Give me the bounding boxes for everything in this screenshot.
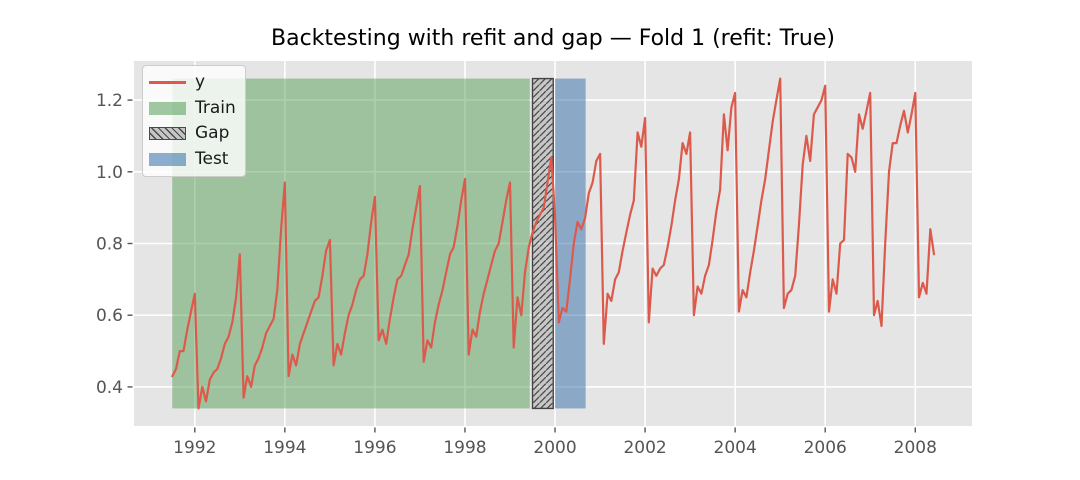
x-tick-label: 1998 xyxy=(443,438,486,458)
legend-line-swatch xyxy=(149,76,186,89)
band-test xyxy=(555,78,586,409)
x-tick-label: 1994 xyxy=(263,438,306,458)
x-tick-label: 1996 xyxy=(353,438,396,458)
series-y-line xyxy=(171,77,936,410)
legend-item-train: Train xyxy=(149,96,245,122)
y-tick-label: 0.6 xyxy=(96,306,123,326)
band-gap-border xyxy=(531,77,554,410)
legend-label-test: Test xyxy=(195,148,229,169)
legend-item-y: y xyxy=(149,70,245,96)
legend-item-gap: Gap xyxy=(149,121,245,147)
x-tick-label: 2006 xyxy=(804,438,847,458)
legend-label-y: y xyxy=(195,72,206,93)
x-tick-label: 2004 xyxy=(714,438,757,458)
legend: y Train Gap Test xyxy=(142,65,246,177)
x-tick-label: 1992 xyxy=(173,438,216,458)
y-tick-label: 0.4 xyxy=(96,378,123,398)
band-gap-hatch xyxy=(532,78,554,409)
x-tick-label: 2002 xyxy=(623,438,666,458)
legend-label-gap: Gap xyxy=(195,123,230,144)
y-tick-label: 0.8 xyxy=(96,235,123,255)
legend-gap-swatch xyxy=(149,127,186,141)
y-tick-label: 1.2 xyxy=(96,91,123,111)
x-tick-label: 2000 xyxy=(533,438,576,458)
chart-title: Backtesting with refit and gap — Fold 1 … xyxy=(271,26,835,51)
y-tick-label: 1.0 xyxy=(96,163,123,183)
series-line-sample xyxy=(149,81,186,85)
legend-item-test: Test xyxy=(149,147,245,173)
legend-label-train: Train xyxy=(195,97,236,118)
legend-test-swatch xyxy=(149,152,186,166)
x-tick-label: 2008 xyxy=(894,438,937,458)
legend-train-swatch xyxy=(149,101,186,115)
